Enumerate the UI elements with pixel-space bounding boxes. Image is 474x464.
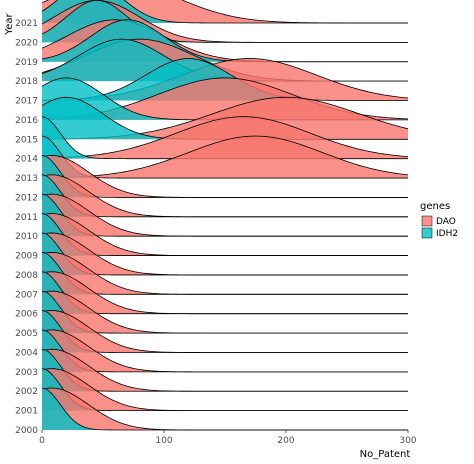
y-tick-label: 2021 [15, 19, 38, 29]
ridge-line-2012-idh2 [41, 155, 408, 198]
ridge-line-2003-idh2 [41, 329, 408, 373]
legend-label-idh2: IDH2 [436, 229, 458, 239]
ridge-line-2013-dao [41, 135, 409, 179]
y-tick-label: 2014 [15, 155, 38, 165]
ridge-line-2020-idh2 [41, 0, 408, 43]
ridge-line-2005-idh2 [41, 290, 408, 334]
y-axis-title: Year [4, 13, 15, 36]
ridge-line-2014-dao [41, 116, 409, 159]
y-axis-ticks: 2000 2001 2002 2003 2004 2005 2006 2007 2008 2009… [15, 19, 38, 436]
y-tick-label: 2002 [15, 387, 38, 397]
ridge-line-2004-idh2 [41, 310, 408, 353]
ridge-area-2014-idh2 [42, 116, 408, 159]
ridge-line-2000-idh2 [41, 387, 408, 431]
ridge-line-2021-idh2 [41, 0, 408, 24]
ridge-line-2009-idh2 [41, 213, 408, 256]
ridge-line-2019-idh2 [41, 19, 408, 63]
y-tick-label: 2012 [15, 193, 38, 203]
legend-label-dao: DAO [436, 217, 456, 227]
ridge-line-2008-idh2 [41, 232, 408, 276]
y-tick-label: 2018 [15, 77, 38, 87]
ridge-layers [41, 0, 409, 431]
legend-swatch-dao [421, 215, 433, 227]
x-axis-title: No_Patent [360, 449, 411, 460]
ridge-line-2011-idh2 [41, 174, 408, 218]
ridge-area-2000-idh2 [42, 388, 408, 430]
y-tick-label: 2004 [15, 348, 38, 358]
x-tick-label: 100 [155, 436, 172, 446]
ridge-line-2007-idh2 [41, 251, 408, 295]
x-tick-label: 200 [277, 436, 294, 446]
y-tick-label: 2005 [15, 329, 38, 339]
legend-title: genes [420, 201, 450, 212]
ridge-area-2015-idh2 [42, 97, 408, 140]
x-tick-label: 0 [39, 436, 45, 446]
y-tick-label: 2020 [15, 38, 38, 48]
ridge-area-2014-dao [42, 116, 408, 159]
y-tick-label: 2017 [15, 97, 38, 107]
ridge-area-2013-dao [42, 136, 408, 179]
y-tick-label: 2000 [15, 426, 38, 436]
ridge-area-2018-idh2 [42, 39, 408, 82]
x-axis-ticks: 0 100 200 300 [39, 430, 417, 446]
y-tick-label: 2011 [15, 213, 38, 223]
legend: genes DAO IDH2 [420, 201, 458, 239]
legend-swatch-idh2 [421, 227, 433, 239]
y-tick-label: 2008 [15, 271, 38, 281]
y-tick-label: 2013 [15, 174, 38, 184]
y-tick-label: 2016 [15, 116, 38, 126]
x-tick-label: 300 [399, 436, 416, 446]
ridge-line-2006-idh2 [41, 271, 408, 315]
y-tick-label: 2009 [15, 252, 38, 262]
ridge-line-2013-idh2 [41, 135, 408, 179]
y-tick-label: 2007 [15, 290, 38, 300]
y-tick-label: 2015 [15, 135, 38, 145]
y-tick-label: 2010 [15, 232, 38, 242]
y-tick-label: 2003 [15, 368, 38, 378]
y-tick-label: 2006 [15, 310, 38, 320]
ridge-line-2001-idh2 [41, 368, 408, 412]
y-tick-label: 2001 [15, 407, 38, 417]
y-tick-label: 2019 [15, 58, 38, 68]
ridge-line-2010-idh2 [41, 193, 408, 237]
ridge-line-2002-idh2 [41, 348, 408, 392]
